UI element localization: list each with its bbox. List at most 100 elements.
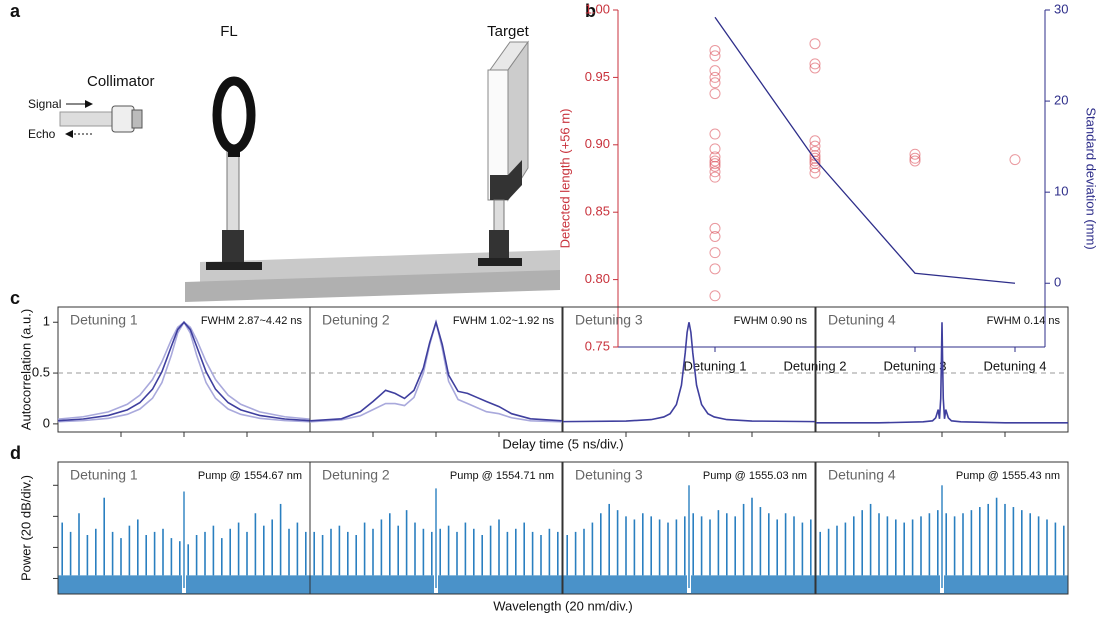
annotation: FWHM 1.02~1.92 ns [453,315,555,327]
data-point [709,247,721,259]
y2-tick-label: 20 [1054,93,1068,108]
data-point [709,155,721,167]
data-point [809,38,821,50]
y-axis-label: Autocorrelation (a.u.) [18,309,33,430]
y-axis-label: Power (20 dB/div.) [18,475,33,581]
annotation: Pump @ 1555.03 nm [703,470,807,482]
target-label: Target [487,23,530,40]
fiber [59,111,116,127]
data-point [709,44,721,56]
lens-label: FL [220,23,238,40]
y-tick-label: 0.90 [585,136,610,151]
target-side [507,40,529,202]
data-point [709,65,721,77]
panel-title: Detuning 3 [575,312,643,328]
x-tick-label: Detuning 3 [884,358,947,373]
data-point [709,158,721,170]
panel-label: b [585,1,596,21]
data-point [709,151,721,163]
data-point [709,160,721,172]
y2-axis-label: Standard deviation (mm) [1084,107,1099,249]
lens-holder [228,145,240,157]
y-tick-label: 0.75 [585,338,610,353]
plot-frame [309,461,563,595]
panel-title: Detuning 3 [575,467,643,483]
post [226,149,240,236]
std-line [714,16,1016,284]
data-point [909,148,921,160]
data-point [809,58,821,70]
data-point [709,128,721,140]
post-holder [222,230,244,265]
data-point [909,152,921,164]
y-tick-label: 0.80 [585,271,610,286]
data-point [709,263,721,275]
annotation: FWHM 0.90 ns [734,315,808,327]
y-tick-label: 0 [43,415,50,430]
panel-title: Detuning 4 [828,312,896,328]
panel-title: Detuning 4 [828,467,896,483]
annotation: Pump @ 1554.71 nm [450,470,554,482]
post [493,199,505,236]
x-axis-label: Delay time (5 ns/div.) [502,436,623,451]
plot-frame [562,461,816,595]
data-point [809,152,821,164]
data-point [709,171,721,183]
data-point [709,88,721,100]
autocorrelation-trace [309,319,563,422]
data-point [809,62,821,74]
collimator-tip [131,109,143,129]
data-point [709,230,721,242]
data-point [809,140,821,152]
data-point [709,290,721,302]
panel-title: Detuning 1 [70,467,138,483]
data-point [709,143,721,155]
autocorrelation-trace [562,322,816,423]
lens [212,76,256,154]
annotation: FWHM 0.14 ns [987,315,1061,327]
data-point [909,155,921,167]
echo-label: Echo [28,127,56,141]
y-tick-label: 0.95 [585,69,610,84]
data-point [809,162,821,174]
panel-title: Detuning 1 [70,312,138,328]
panel-label: a [10,1,21,21]
y2-tick-label: 10 [1054,184,1068,199]
data-point [709,77,721,89]
plot-frame [815,461,1069,595]
y-tick-label: 0.85 [585,204,610,219]
post-holder [489,230,509,262]
data-point [709,222,721,234]
annotation: Pump @ 1555.43 nm [956,470,1060,482]
autocorrelation-trace [57,320,311,423]
autocorrelation-trace [57,321,311,422]
y-tick-label: 0.5 [32,364,50,379]
mount [478,258,522,266]
data-point [809,167,821,179]
mount [206,262,262,270]
autocorrelation-trace [57,321,311,420]
autocorrelation-trace [309,319,563,423]
y-tick-label: 1.00 [585,1,610,16]
data-point [709,50,721,62]
setup-diagram [59,40,560,302]
x-axis-label: Wavelength (20 nm/div.) [493,598,632,613]
collimator-label: Collimator [87,73,155,90]
data-point [809,155,821,167]
panel-title: Detuning 2 [322,312,390,328]
data-point [709,166,721,178]
x-tick-label: Detuning 1 [684,358,747,373]
signal-label: Signal [28,97,61,111]
x-tick-label: Detuning 4 [984,358,1047,373]
y2-tick-label: 0 [1054,275,1061,290]
panel-label: d [10,443,21,463]
data-point [809,135,821,147]
annotation: FWHM 2.87~4.42 ns [201,315,303,327]
data-point [809,150,821,162]
data-point [709,71,721,83]
y-axis-label: Detected length (+56 m) [557,109,572,249]
rail [185,270,560,302]
panel-label: c [10,288,20,308]
annotation: Pump @ 1554.67 nm [198,470,302,482]
